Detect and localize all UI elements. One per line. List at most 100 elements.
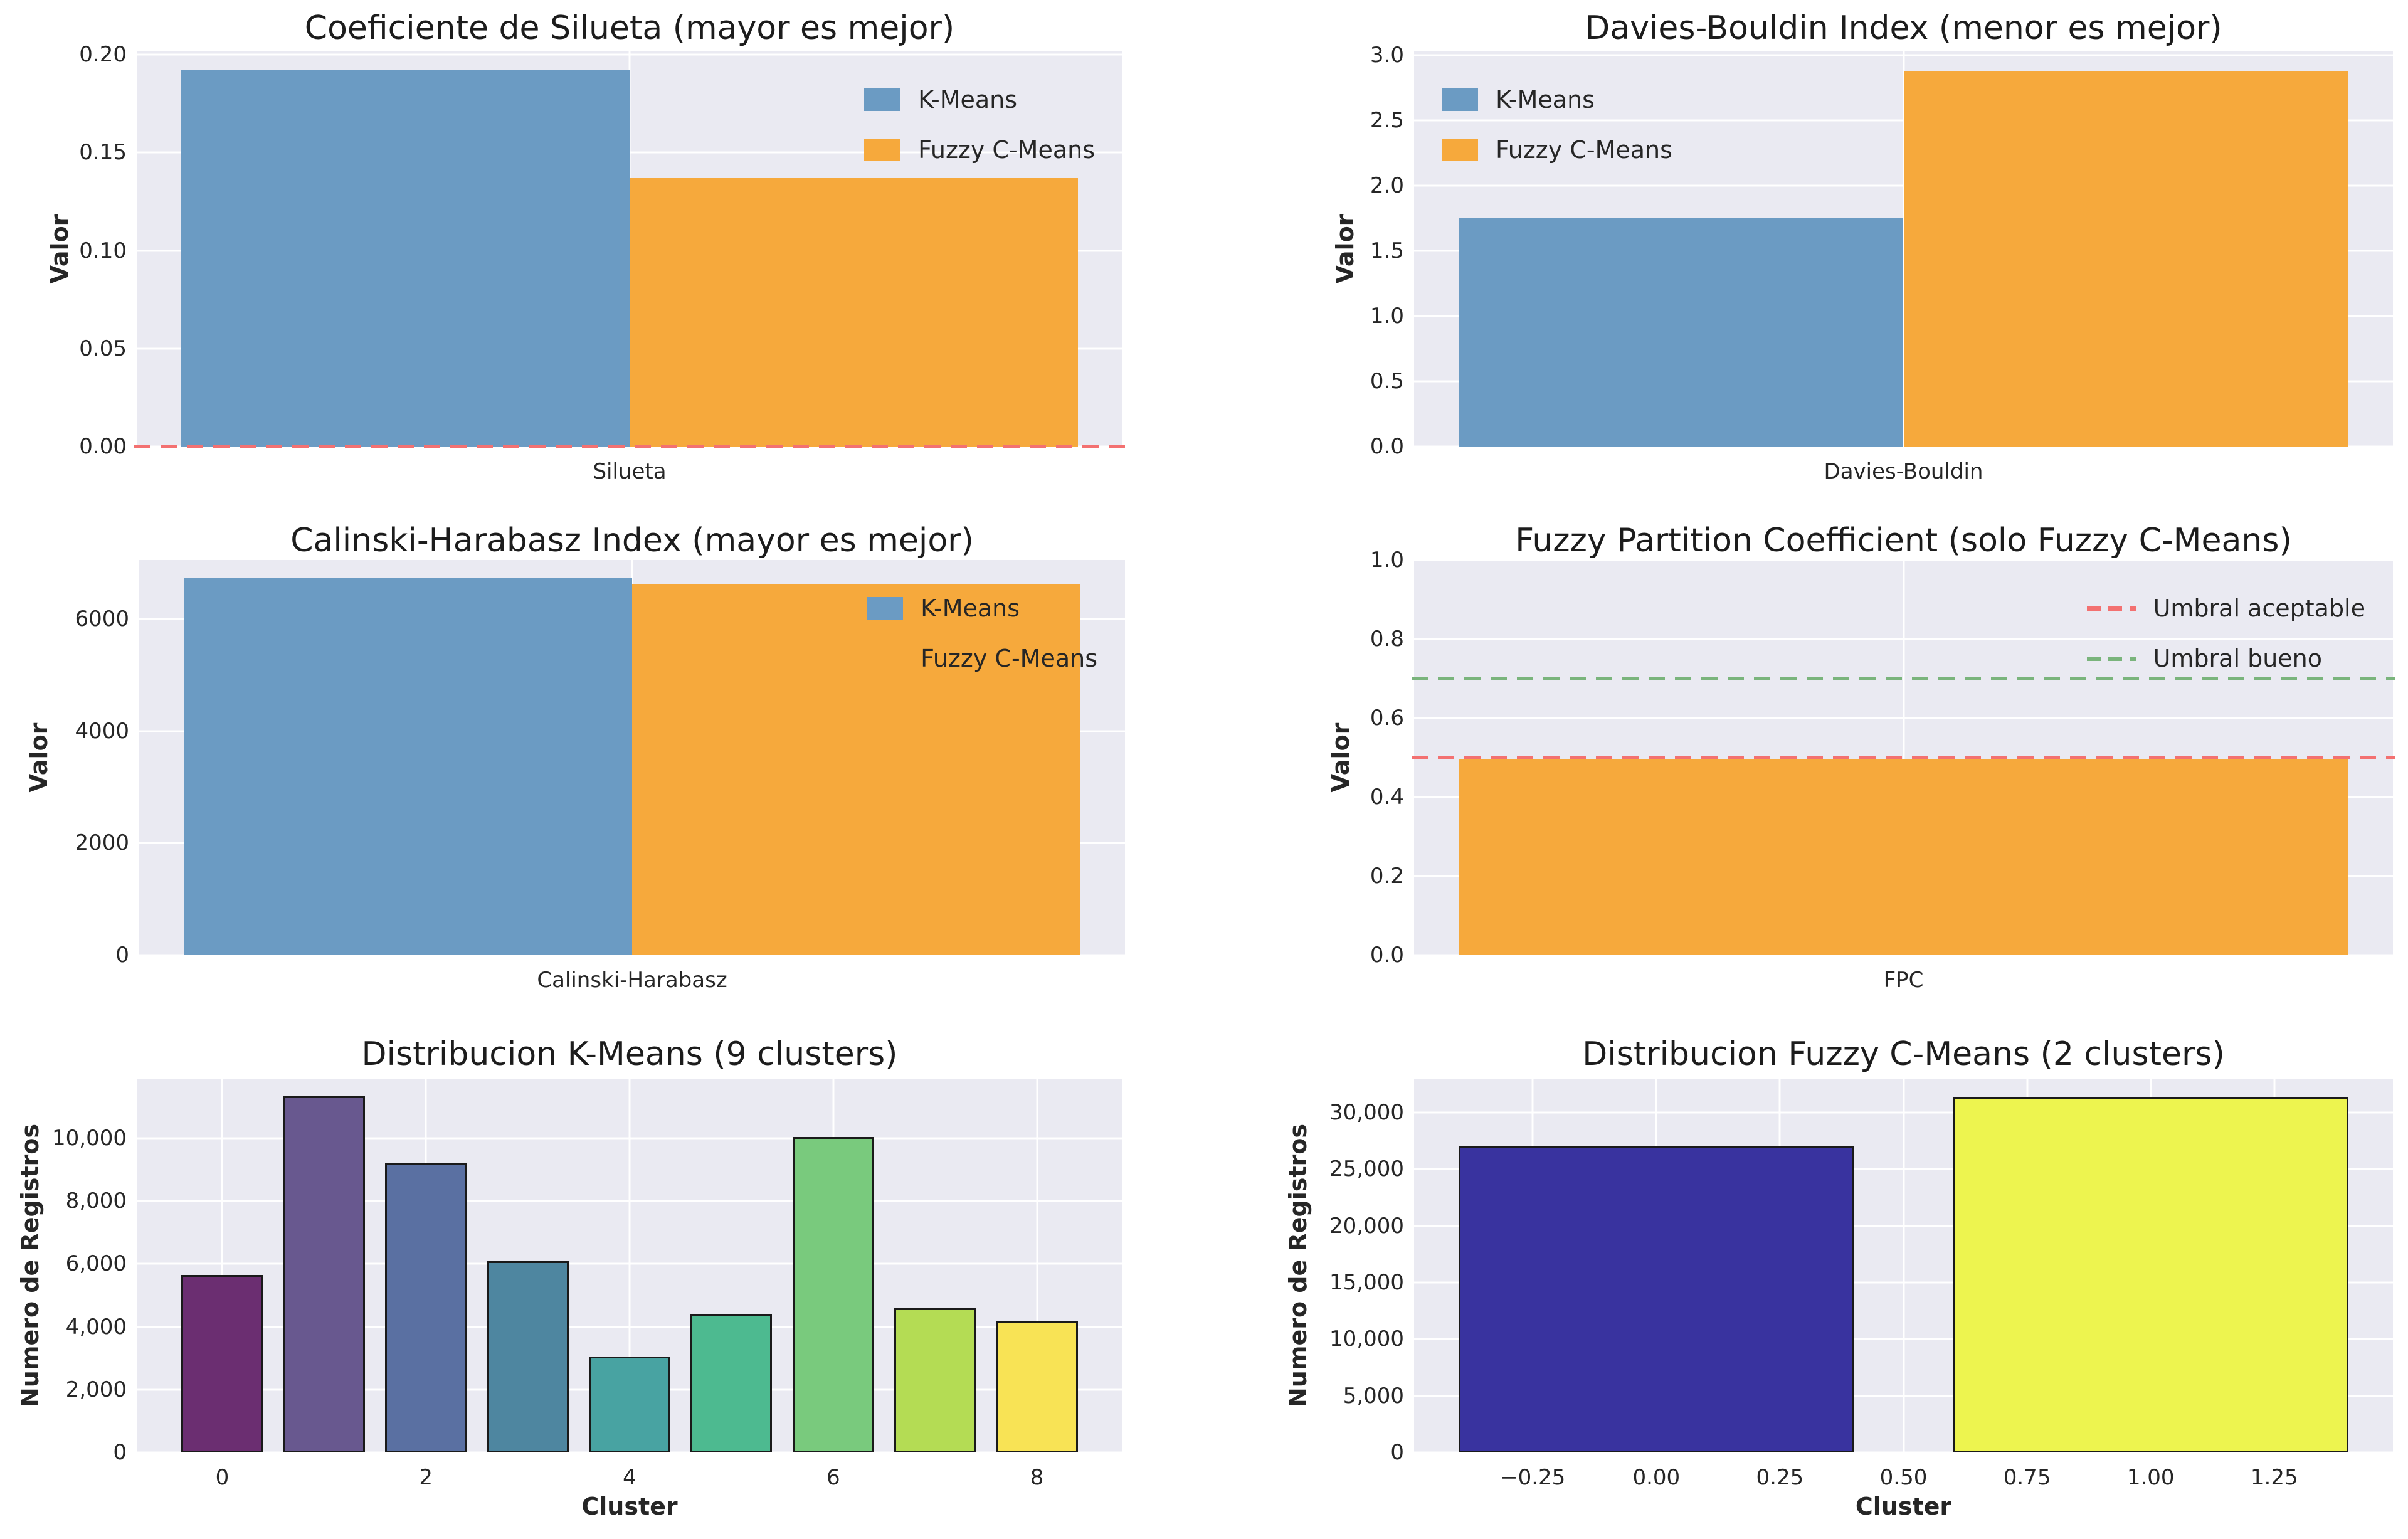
x-tick-label: 1.00 <box>2126 1465 2175 1490</box>
x-axis-ticks: 0 2 4 6 8 <box>137 1460 1122 1490</box>
chart-title: Coeficiente de Silueta (mayor es mejor) <box>304 9 955 47</box>
gridline-horizontal <box>139 954 1125 956</box>
y-tick-label: 8,000 <box>65 1188 127 1214</box>
legend-dashed-line-marker <box>2086 606 2136 611</box>
bar-cluster-1 <box>1953 1096 2349 1452</box>
bar-cluster-2 <box>385 1163 467 1452</box>
legend-label: Umbral aceptable <box>2153 595 2365 622</box>
chart-dist-kmeans: Distribucion K-Means (9 clusters) Numero… <box>0 1026 1204 1539</box>
bar-cluster-5 <box>690 1314 773 1452</box>
bar-cluster-1 <box>283 1096 365 1452</box>
chart-title: Distribucion K-Means (9 clusters) <box>361 1035 898 1073</box>
y-axis-ticks: 0 2,000 4,000 6,000 8,000 10,000 <box>0 1079 127 1465</box>
legend: Umbral aceptable Umbral bueno <box>2086 595 2365 672</box>
gridline-vertical <box>1036 1079 1038 1452</box>
x-tick-label: 0.00 <box>1632 1465 1681 1490</box>
y-tick-label: 0.5 <box>1370 369 1404 394</box>
legend-color-patch <box>1442 88 1478 111</box>
y-tick-label: 0.05 <box>79 336 127 361</box>
y-tick-label: 15,000 <box>1329 1270 1404 1296</box>
y-tick-label: 0.2 <box>1370 864 1404 889</box>
bar-cluster-6 <box>792 1136 874 1452</box>
y-tick-label: 0 <box>1390 1440 1404 1465</box>
chart-silueta: Coeficiente de Silueta (mayor es mejor) … <box>0 0 1204 513</box>
legend-label: Fuzzy C-Means <box>918 136 1095 164</box>
bar-fuzzy-c-means <box>632 584 1080 955</box>
legend-color-patch <box>1442 139 1478 161</box>
y-tick-label: 4000 <box>75 718 129 744</box>
x-axis-label: Cluster <box>1855 1493 1952 1520</box>
chart-fpc: Fuzzy Partition Coefficient (solo Fuzzy … <box>1204 513 2408 1026</box>
plot-area: K-Means Fuzzy C-Means <box>1414 51 2393 448</box>
x-tick-label: 6 <box>826 1465 840 1490</box>
bar-cluster-0 <box>1458 1145 1854 1452</box>
chart-dist-fcm: Distribucion Fuzzy C-Means (2 clusters) … <box>1204 1026 2408 1539</box>
y-tick-label: 30,000 <box>1329 1100 1404 1126</box>
y-tick-label: 10,000 <box>1329 1326 1404 1352</box>
gridline-horizontal <box>1414 445 2393 448</box>
x-tick-label: 8 <box>1030 1465 1044 1490</box>
legend-label: Fuzzy C-Means <box>921 645 1097 672</box>
chart-calinski-harabasz: Calinski-Harabasz Index (mayor es mejor)… <box>0 513 1204 1026</box>
x-axis-label: Cluster <box>581 1493 678 1520</box>
bar-cluster-0 <box>181 1275 263 1452</box>
x-axis-ticks: Silueta <box>137 454 1122 484</box>
threshold-line <box>134 445 1125 448</box>
y-tick-label: 0 <box>113 1440 127 1465</box>
gridline-vertical <box>221 1079 223 1452</box>
y-tick-label: 0.20 <box>79 41 127 67</box>
legend: K-Means Fuzzy C-Means <box>867 595 1097 672</box>
y-tick-label: 10,000 <box>52 1126 127 1151</box>
x-tick-label: Davies-Bouldin <box>1824 459 1983 484</box>
y-tick-label: 6,000 <box>65 1251 127 1277</box>
plot-area: K-Means Fuzzy C-Means <box>134 51 1125 448</box>
y-tick-label: 0.6 <box>1370 706 1404 731</box>
legend-dashed-line-marker <box>2086 656 2136 661</box>
y-tick-label: 2000 <box>75 830 129 856</box>
legend-item: K-Means <box>1442 86 1672 114</box>
legend-label: K-Means <box>918 86 1018 114</box>
threshold-line <box>1412 677 2395 680</box>
y-tick-label: 2.5 <box>1370 108 1404 134</box>
y-tick-label: 1.5 <box>1370 238 1404 264</box>
legend-item: Fuzzy C-Means <box>864 136 1095 164</box>
y-tick-label: 0.0 <box>1370 434 1404 459</box>
y-tick-label: 0.0 <box>1370 943 1404 968</box>
x-axis-ticks: FPC <box>1414 963 2393 993</box>
bar-k-means <box>181 70 630 447</box>
bar-k-means <box>1458 218 1904 447</box>
gridline-vertical <box>628 1079 631 1452</box>
bar-cluster-8 <box>996 1320 1078 1452</box>
plot-area: K-Means Fuzzy C-Means <box>139 560 1125 956</box>
y-tick-label: 5,000 <box>1343 1383 1404 1409</box>
bar-fuzzy-c-means <box>630 177 1078 447</box>
y-tick-label: 4,000 <box>65 1314 127 1340</box>
legend-item: Umbral aceptable <box>2086 595 2365 622</box>
legend-color-patch <box>864 88 901 111</box>
chart-davies-bouldin: Davies-Bouldin Index (menor es mejor) Va… <box>1204 0 2408 513</box>
x-axis-ticks: Calinski-Harabasz <box>139 963 1125 993</box>
y-axis-ticks: 0.0 0.5 1.0 1.5 2.0 2.5 3.0 <box>1204 43 1404 459</box>
y-tick-label: 0.10 <box>79 238 127 263</box>
y-tick-label: 25,000 <box>1329 1156 1404 1182</box>
y-tick-label: 0.8 <box>1370 627 1404 652</box>
legend-label: Umbral bueno <box>2153 645 2322 672</box>
y-tick-label: 20,000 <box>1329 1213 1404 1239</box>
legend: K-Means Fuzzy C-Means <box>864 86 1095 164</box>
x-tick-label: 4 <box>623 1465 636 1490</box>
x-tick-label: −0.25 <box>1500 1465 1566 1490</box>
legend-color-patch <box>867 647 904 670</box>
y-tick-label: 3.0 <box>1370 43 1404 68</box>
x-axis-ticks: Davies-Bouldin <box>1414 454 2393 484</box>
chart-title: Davies-Bouldin Index (menor es mejor) <box>1585 9 2222 47</box>
gridline-horizontal <box>1414 1451 2393 1454</box>
y-tick-label: 0.00 <box>79 434 127 459</box>
gridline-horizontal <box>1414 954 2393 956</box>
x-tick-label: Silueta <box>593 459 667 484</box>
x-tick-label: 0.50 <box>1879 1465 1928 1490</box>
chart-title: Distribucion Fuzzy C-Means (2 clusters) <box>1582 1035 2225 1073</box>
y-tick-label: 6000 <box>75 606 129 632</box>
chart-title: Calinski-Harabasz Index (mayor es mejor) <box>290 522 974 559</box>
legend-item: Fuzzy C-Means <box>1442 136 1672 164</box>
